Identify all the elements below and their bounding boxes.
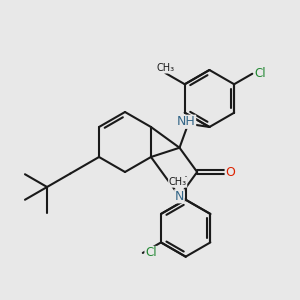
- Text: CH₃: CH₃: [169, 177, 187, 187]
- Text: Cl: Cl: [145, 246, 157, 260]
- Text: Cl: Cl: [254, 67, 266, 80]
- Text: N: N: [175, 190, 184, 203]
- Text: O: O: [225, 166, 235, 178]
- Text: CH₃: CH₃: [156, 63, 174, 73]
- Text: NH: NH: [177, 115, 196, 128]
